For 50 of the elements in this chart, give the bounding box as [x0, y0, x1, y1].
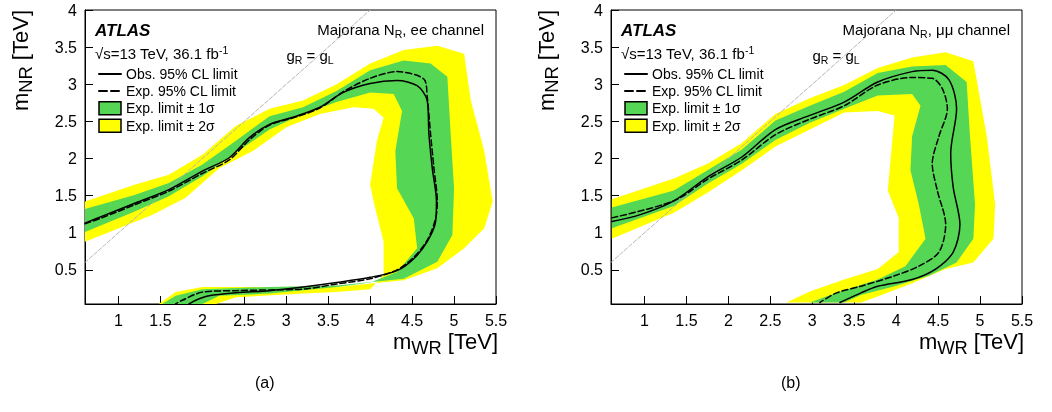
x-tick-label: 5: [449, 311, 459, 329]
x-tick-label: 4.5: [927, 311, 950, 329]
legend-label: Exp. 95% CL limit: [126, 83, 237, 99]
x-tick-label: 2.5: [759, 311, 782, 329]
y-tick-label: 2: [68, 149, 78, 167]
y-tick-label: 1: [594, 224, 604, 242]
x-tick-label: 2: [197, 311, 207, 329]
y-tick-label: 0.5: [580, 261, 604, 279]
x-tick-label: 2: [723, 311, 733, 329]
text: (a): [255, 373, 275, 391]
legend-label: Obs. 95% CL limit: [652, 66, 764, 82]
x-tick-label: 1.5: [149, 311, 172, 329]
x-axis-title: m$_{WR}$ [TeV]: [918, 329, 1024, 361]
y-tick-label: 4: [594, 1, 604, 19]
y-tick-label: 3: [594, 75, 604, 93]
y-tick-label: 1.5: [580, 187, 604, 205]
x-tick-label: 5.5: [1010, 311, 1034, 329]
x-tick-label: 3: [281, 311, 291, 329]
annotation: ATLAS: [620, 21, 678, 40]
annotation: ATLAS: [94, 21, 152, 40]
x-tick-label: 5: [975, 311, 985, 329]
x-tick-label: 2.5: [233, 311, 256, 329]
legend-label: Exp. limit ± 2σ: [652, 117, 742, 134]
legend-label: Exp. limit ± 2σ: [126, 117, 216, 134]
x-tick-label: 1: [114, 311, 124, 329]
x-tick-label: 4: [365, 311, 375, 329]
x-tick-label: 3.5: [317, 311, 340, 329]
y-tick-label: 2.5: [580, 112, 604, 130]
legend-label: Exp. limit ± 1σ: [126, 100, 216, 117]
y-tick-label: 2: [594, 149, 604, 167]
y-tick-label: 1.5: [54, 187, 78, 205]
legend-label: Exp. limit ± 1σ: [652, 100, 742, 117]
x-tick-label: 1.5: [675, 311, 698, 329]
y-tick-label: 3.5: [54, 38, 78, 56]
y-tick-label: 4: [68, 1, 78, 19]
x-tick-label: 5.5: [484, 311, 508, 329]
x-tick-label: 4.5: [401, 311, 424, 329]
y-tick-label: 3: [68, 75, 78, 93]
legend-label: Obs. 95% CL limit: [126, 66, 238, 82]
y-tick-label: 0.5: [54, 261, 78, 279]
x-tick-label: 4: [891, 311, 901, 329]
y-tick-label: 3.5: [580, 38, 604, 56]
text: (b): [781, 373, 801, 391]
x-tick-label: 3: [807, 311, 817, 329]
x-tick-label: 3.5: [843, 311, 866, 329]
x-tick-label: 1: [640, 311, 650, 329]
x-axis-title: m$_{WR}$ [TeV]: [392, 329, 498, 361]
y-tick-label: 2.5: [54, 112, 78, 130]
legend-label: Exp. 95% CL limit: [652, 83, 763, 99]
y-tick-label: 1: [68, 224, 78, 242]
